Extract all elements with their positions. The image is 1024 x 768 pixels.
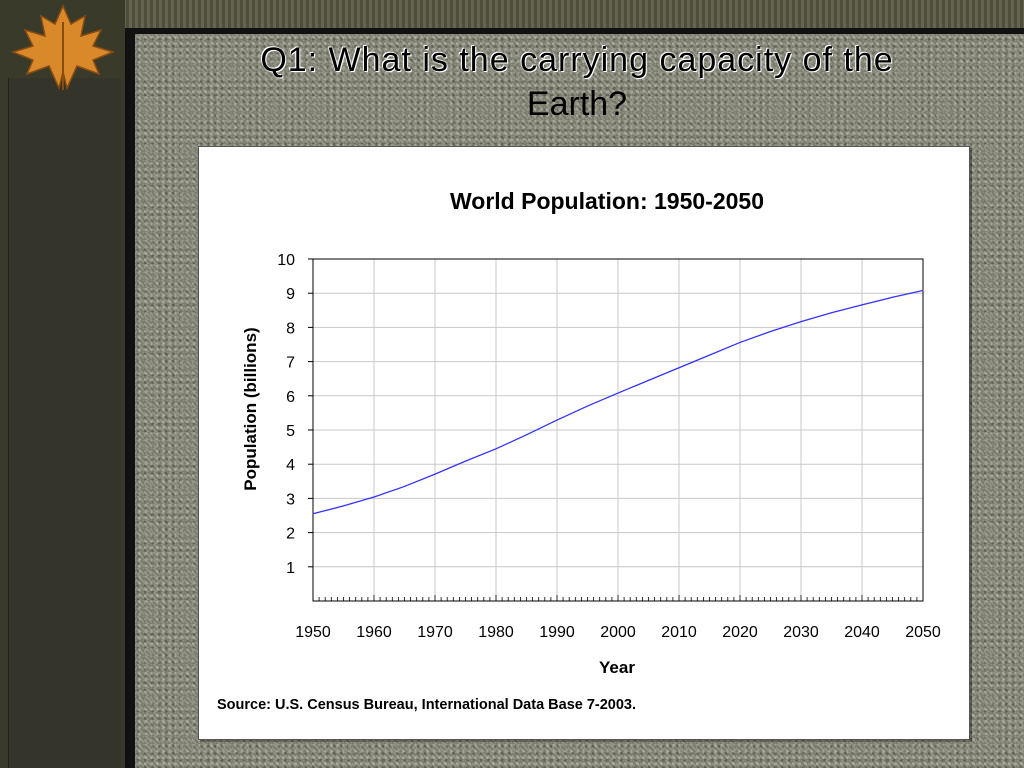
y-tick-label: 4 [286, 457, 295, 474]
x-tick-label: 2040 [844, 624, 880, 641]
population-chart: World Population: 1950-2050 12345678910 … [217, 188, 941, 713]
x-tick-label: 2020 [722, 624, 758, 641]
left-decorative-bar [0, 0, 125, 768]
y-axis-label: Population (billions) [241, 327, 260, 490]
y-tick-label: 6 [286, 389, 295, 406]
y-tick-label: 2 [286, 526, 295, 543]
y-tick-labels: 1 2 3 4 5 6 7 8 9 10 [277, 252, 295, 577]
data-point [922, 289, 924, 292]
x-tick-label: 1990 [539, 624, 575, 641]
data-point [891, 296, 894, 298]
y-tick-label: 10 [277, 252, 295, 269]
y-tick-label: 7 [286, 355, 295, 372]
chart-title: World Population: 1950-2050 [450, 188, 764, 214]
data-point [403, 485, 406, 488]
data-points [312, 289, 924, 515]
left-bar-panel [8, 78, 121, 768]
y-tick-label: 8 [286, 320, 295, 337]
x-axis-label: Year [599, 658, 635, 677]
data-point [800, 320, 802, 323]
data-point [373, 496, 375, 498]
data-point [617, 392, 619, 394]
x-tick-label: 1980 [478, 624, 514, 641]
data-point [434, 473, 436, 475]
data-point [586, 405, 589, 407]
data-point [464, 460, 467, 462]
data-point [495, 448, 497, 450]
slide-title: Q1: What is the carrying capacity of the… [130, 38, 1024, 138]
y-tick-label: 3 [286, 491, 295, 508]
x-tick-label: 2030 [783, 624, 819, 641]
maple-leaf-icon [10, 4, 116, 91]
data-point [861, 304, 863, 306]
x-tick-label: 2000 [600, 624, 636, 641]
x-tick-label: 2010 [661, 624, 697, 641]
source-note: Source: U.S. Census Bureau, Internationa… [217, 697, 636, 713]
data-point [312, 513, 314, 515]
x-tick-labels: 1950 1960 1970 1980 1990 2000 2010 2020 2030 2040… [295, 624, 941, 641]
top-decorative-strip [0, 0, 1024, 28]
data-point [739, 341, 741, 344]
y-tick-label: 5 [286, 423, 295, 440]
data-point [708, 354, 711, 356]
data-point [342, 505, 345, 507]
chart-panel: World Population: 1950-2050 1 2 3 4 5 6 7 8 9 10 … [198, 146, 970, 740]
minor-ticks [308, 258, 924, 601]
slide-title-line1: Q1: What is the carrying capacity of the [260, 41, 894, 79]
data-point [678, 367, 680, 369]
slide-title-line2: Earth? [526, 85, 628, 123]
data-point [830, 312, 833, 314]
data-point [647, 379, 650, 382]
x-tick-label: 1970 [417, 624, 453, 641]
x-tick-label: 1960 [356, 624, 392, 641]
y-tick-label: 1 [286, 560, 295, 577]
data-point [525, 434, 528, 436]
x-tick-label: 1950 [295, 624, 331, 641]
grid-lines [313, 259, 923, 601]
content-frame [125, 28, 1024, 768]
x-tick-label: 2050 [905, 624, 941, 641]
data-point [769, 330, 772, 333]
data-point [556, 419, 558, 421]
y-tick-label: 9 [286, 286, 295, 303]
